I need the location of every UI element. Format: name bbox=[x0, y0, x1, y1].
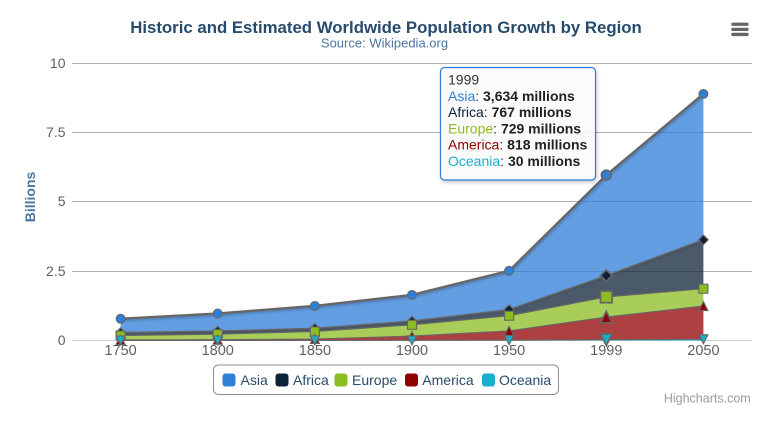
svg-text:Africa: 767 millions: Africa: 767 millions bbox=[448, 104, 572, 120]
svg-text:0: 0 bbox=[58, 332, 66, 348]
svg-text:Europe: 729 millions: Europe: 729 millions bbox=[448, 120, 581, 136]
svg-text:Billions: Billions bbox=[22, 172, 38, 223]
svg-text:7.5: 7.5 bbox=[46, 124, 66, 140]
svg-text:1850: 1850 bbox=[299, 343, 331, 359]
svg-text:America: 818 millions: America: 818 millions bbox=[448, 137, 587, 153]
svg-text:Source: Wikipedia.org: Source: Wikipedia.org bbox=[321, 36, 448, 51]
svg-text:5: 5 bbox=[58, 193, 66, 209]
svg-text:Asia: 3,634 millions: Asia: 3,634 millions bbox=[448, 88, 575, 104]
svg-text:2.5: 2.5 bbox=[46, 263, 66, 279]
svg-text:Highcharts.com: Highcharts.com bbox=[664, 392, 751, 406]
svg-text:Oceania: Oceania bbox=[499, 372, 551, 388]
svg-text:Oceania: 30 millions: Oceania: 30 millions bbox=[448, 153, 581, 169]
svg-text:Asia: Asia bbox=[241, 372, 268, 388]
svg-text:1900: 1900 bbox=[396, 343, 428, 359]
svg-text:1999: 1999 bbox=[448, 72, 479, 88]
svg-text:1999: 1999 bbox=[590, 343, 622, 359]
svg-text:1800: 1800 bbox=[202, 343, 234, 359]
svg-text:America: America bbox=[422, 372, 474, 388]
svg-text:1750: 1750 bbox=[104, 343, 136, 359]
svg-text:Historic and Estimated Worldwi: Historic and Estimated Worldwide Populat… bbox=[130, 18, 642, 37]
svg-text:Africa: Africa bbox=[293, 372, 329, 388]
svg-text:10: 10 bbox=[50, 55, 66, 71]
svg-text:1950: 1950 bbox=[493, 343, 525, 359]
svg-text:2050: 2050 bbox=[687, 343, 719, 359]
svg-text:Europe: Europe bbox=[352, 372, 397, 388]
